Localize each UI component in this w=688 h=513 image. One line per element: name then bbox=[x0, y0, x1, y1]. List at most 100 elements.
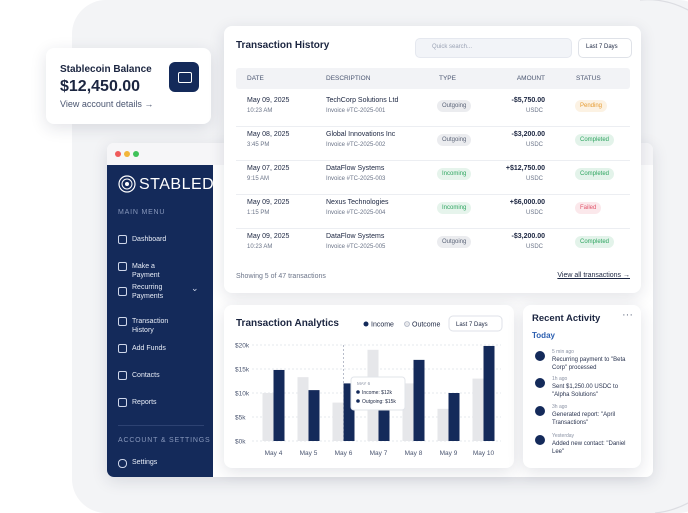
activity-section: Today bbox=[532, 331, 555, 340]
search-placeholder: Quick search... bbox=[432, 44, 473, 50]
tooltip-title: MAY 6 bbox=[357, 381, 371, 386]
menu-heading: ACCOUNT & SETTINGS bbox=[118, 437, 211, 444]
tx-time: 10:23 AM bbox=[247, 108, 273, 114]
bar bbox=[308, 390, 320, 441]
tx-invoice: Invoice #TC-2025-003 bbox=[326, 176, 386, 182]
menu-item[interactable]: Make a Payment bbox=[132, 263, 160, 279]
tx-currency: USDC bbox=[525, 108, 543, 114]
activity-time: 1h ago bbox=[552, 376, 568, 382]
row-divider bbox=[236, 126, 630, 127]
tx-invoice: Invoice #TC-2025-001 bbox=[326, 108, 386, 114]
tx-time: 1:15 PM bbox=[247, 210, 270, 216]
bar bbox=[437, 408, 449, 441]
tooltip bbox=[350, 376, 406, 411]
more-button[interactable]: ··· bbox=[622, 309, 633, 321]
bar bbox=[262, 393, 274, 441]
activity-card: Recent Activity ··· Today 5 min ago Recur… bbox=[523, 305, 641, 468]
bar bbox=[483, 345, 495, 441]
x-tick-label: May 4 bbox=[265, 450, 283, 457]
wallet-glyph bbox=[178, 72, 192, 83]
activity-text: Sent $1,250.00 USDC to "Alpha Solutions" bbox=[552, 384, 619, 398]
menu-icon bbox=[118, 262, 127, 271]
activity-time: 5 min ago bbox=[552, 349, 574, 355]
divider bbox=[118, 425, 204, 426]
tx-amount: -$3,200.00 bbox=[511, 131, 545, 138]
table-footer: Showing 5 of 47 transactions bbox=[236, 273, 326, 280]
window-dot[interactable] bbox=[124, 151, 130, 157]
menu-chevron[interactable]: ⌄ bbox=[191, 283, 199, 293]
type-badge: Outgoing bbox=[437, 100, 472, 112]
y-tick-label: $0k bbox=[235, 439, 246, 446]
tx-description: Nexus Technologies bbox=[326, 199, 389, 206]
column-header: DESCRIPTION bbox=[326, 75, 371, 82]
x-tick-label: May 6 bbox=[335, 450, 353, 457]
table-header bbox=[236, 68, 630, 89]
filter-button[interactable]: Last 7 Days bbox=[578, 38, 632, 58]
tx-date: May 08, 2025 bbox=[247, 131, 290, 138]
y-tick-label: $15k bbox=[235, 367, 250, 374]
tx-currency: USDC bbox=[525, 176, 543, 182]
wallet-icon bbox=[169, 62, 199, 92]
tx-description: DataFlow Systems bbox=[326, 165, 385, 172]
bar bbox=[273, 369, 285, 441]
menu-item[interactable]: Reports bbox=[132, 399, 157, 406]
activity-text: Generated report: "April Transactions" bbox=[552, 412, 616, 426]
menu-icon bbox=[118, 344, 127, 353]
balance-link[interactable]: View account details → bbox=[60, 99, 154, 109]
tx-invoice: Invoice #TC-2025-005 bbox=[326, 244, 386, 250]
card-title: Transaction History bbox=[236, 40, 330, 51]
tx-date: May 09, 2025 bbox=[247, 97, 290, 104]
menu-item[interactable]: Settings bbox=[132, 459, 158, 466]
legend-swatch bbox=[404, 321, 410, 327]
bar bbox=[448, 393, 460, 441]
window-dot[interactable] bbox=[133, 151, 139, 157]
bar bbox=[297, 377, 309, 441]
bar bbox=[472, 378, 484, 441]
tx-amount: +$12,750.00 bbox=[505, 165, 545, 172]
bar bbox=[332, 402, 344, 441]
tx-invoice: Invoice #TC-2025-002 bbox=[326, 142, 386, 148]
search-box[interactable]: Quick search... bbox=[415, 38, 572, 58]
type-badge: Incoming bbox=[437, 168, 472, 180]
tx-description: Global Innovations Inc bbox=[326, 131, 396, 138]
tx-amount: -$3,200.00 bbox=[511, 233, 545, 240]
legend-swatch bbox=[363, 321, 369, 327]
activity-icon bbox=[535, 406, 545, 416]
activity-icon bbox=[535, 378, 545, 388]
filter-button[interactable] bbox=[448, 315, 503, 332]
tx-currency: USDC bbox=[525, 142, 543, 148]
window-dot[interactable] bbox=[115, 151, 121, 157]
balance-card: Stablecoin Balance $12,450.00 View accou… bbox=[46, 48, 211, 124]
x-tick-label: May 10 bbox=[473, 450, 495, 457]
tx-time: 9:15 AM bbox=[247, 176, 270, 182]
menu-icon bbox=[118, 371, 127, 380]
column-header: DATE bbox=[247, 75, 264, 82]
menu-item[interactable]: Add Funds bbox=[132, 345, 166, 352]
balance-amount: $12,450.00 bbox=[60, 78, 141, 95]
row-divider bbox=[236, 194, 630, 195]
menu-icon bbox=[118, 317, 127, 326]
menu-heading: MAIN MENU bbox=[118, 209, 166, 216]
bar bbox=[378, 400, 390, 441]
tx-currency: USDC bbox=[525, 244, 543, 250]
column-header: TYPE bbox=[439, 75, 456, 82]
legend-label: Income bbox=[371, 322, 394, 329]
bar bbox=[402, 383, 414, 441]
row-divider bbox=[236, 160, 630, 161]
x-tick-label: May 8 bbox=[405, 450, 423, 457]
menu-item[interactable]: Dashboard bbox=[132, 236, 167, 243]
activity-time: Yesterday bbox=[552, 433, 575, 439]
menu-icon bbox=[118, 235, 127, 244]
bar bbox=[343, 383, 355, 441]
filter-label: Last 7 Days bbox=[456, 322, 488, 328]
tx-date: May 09, 2025 bbox=[247, 199, 290, 206]
menu-item[interactable]: Contacts bbox=[132, 372, 160, 379]
menu-item[interactable]: Transaction History bbox=[132, 318, 169, 334]
legend-label: Outcome bbox=[412, 322, 441, 329]
activity-text: Recurring payment to "Beta Corp" process… bbox=[552, 357, 626, 371]
tx-description: DataFlow Systems bbox=[326, 233, 385, 240]
menu-item[interactable]: Recurring Payments bbox=[132, 284, 164, 300]
x-tick-label: May 9 bbox=[440, 450, 458, 457]
brand-logo bbox=[118, 175, 136, 193]
view-all-link[interactable]: View all transactions → bbox=[557, 272, 630, 279]
